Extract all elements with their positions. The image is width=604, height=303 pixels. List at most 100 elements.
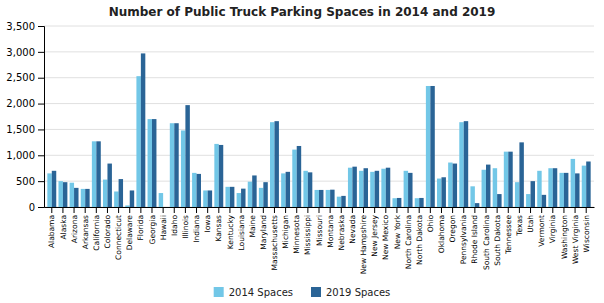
x-tick-label: New Hampshire (359, 215, 368, 275)
x-tick: Massachusetts (270, 207, 279, 270)
x-tick-mark (575, 207, 576, 213)
x-tick-mark (497, 207, 498, 213)
bar (119, 179, 123, 207)
bar (364, 168, 368, 207)
x-tick: Connecticut (114, 207, 123, 260)
bar (107, 164, 111, 207)
x-tick-label: Idaho (170, 215, 179, 236)
bar (163, 207, 167, 208)
y-tick-label: 2,000 (6, 98, 35, 109)
bar (308, 172, 312, 207)
bar (526, 194, 530, 207)
bar (370, 172, 374, 207)
x-tick: South Dakota (493, 207, 502, 266)
x-tick: Kansas (214, 207, 223, 242)
x-tick-mark (419, 207, 420, 213)
bar (58, 181, 62, 207)
x-tick-label: Hawaii (159, 215, 168, 240)
bar (348, 168, 352, 207)
x-tick-label: Oregon (448, 215, 457, 243)
bar (392, 198, 396, 207)
x-tick-mark (129, 207, 130, 213)
x-tick-label: Massachusetts (270, 215, 279, 271)
x-tick: Nebraska (337, 207, 346, 250)
x-tick: New Mexico (381, 207, 390, 260)
bar (419, 198, 423, 207)
x-tick-mark (363, 207, 364, 213)
x-tick: Arkansas (81, 207, 90, 249)
y-tick-mark (38, 129, 44, 130)
bar (326, 190, 330, 207)
bar (408, 173, 412, 207)
x-tick-label: Michigan (281, 215, 290, 249)
x-tick-mark (51, 207, 52, 213)
bar (248, 182, 252, 207)
x-tick-mark (352, 207, 353, 213)
x-tick-mark (463, 207, 464, 213)
x-tick-mark (586, 207, 587, 213)
legend-label: 2019 Spaces (326, 287, 390, 298)
bar (230, 187, 234, 207)
x-tick-label: Kentucky (226, 214, 235, 249)
bar (341, 196, 345, 207)
grid-line (44, 51, 594, 52)
bar (125, 205, 129, 207)
series (52, 53, 591, 207)
bar (63, 182, 67, 207)
bar (74, 188, 78, 207)
bar (114, 191, 118, 207)
legend-swatch (214, 287, 224, 297)
bar (470, 186, 474, 207)
x-tick: Tennessee (504, 207, 513, 255)
x-tick-mark (118, 207, 119, 213)
x-tick-mark (274, 207, 275, 213)
bar (85, 189, 89, 207)
bar (375, 171, 379, 207)
x-tick: Texas (515, 207, 524, 237)
x-tick: New York (393, 207, 402, 249)
x-tick: Utah (526, 207, 535, 233)
bar (315, 190, 319, 207)
grid-line (44, 26, 594, 27)
x-tick-label: Illinois (181, 215, 190, 239)
x-tick-label: Delaware (125, 215, 134, 251)
y-tick: 0 (29, 202, 44, 213)
bar (303, 171, 307, 207)
bar (203, 190, 207, 207)
x-tick-label: Kansas (214, 215, 223, 242)
x-tick-label: Iowa (203, 215, 212, 233)
x-tick: Colorado (103, 207, 112, 249)
x-tick: Mississippi (303, 207, 312, 255)
y-axis-line (38, 27, 45, 208)
y-tick-label: 3,000 (6, 47, 35, 58)
bar (152, 119, 156, 207)
x-tick-label: Arkansas (81, 215, 90, 249)
x-tick-label: Rhode Island (470, 215, 479, 264)
x-tick: Delaware (125, 207, 134, 250)
x-tick-label: New York (393, 214, 402, 249)
x-tick-mark (218, 207, 219, 213)
bar (103, 180, 107, 207)
x-tick-label: West Virginia (571, 215, 580, 264)
x-tick-mark (85, 207, 86, 213)
y-tick: 1,500 (6, 124, 44, 135)
x-tick-label: Maine (248, 215, 257, 238)
bar (571, 159, 575, 207)
x-tick-mark (241, 207, 242, 213)
x-tick-mark (207, 207, 208, 213)
x-tick-label: Oklahoma (437, 215, 446, 253)
bar (130, 190, 134, 207)
bar (281, 173, 285, 207)
bar (404, 171, 408, 207)
x-tick-mark (174, 207, 175, 213)
x-tick-label: Missouri (315, 215, 324, 246)
x-tick-label: Nebraska (337, 215, 346, 250)
x-tick-mark (474, 207, 475, 213)
bar (181, 130, 185, 207)
x-tick: Oklahoma (437, 207, 446, 253)
x-tick-mark (341, 207, 342, 213)
x-tick-mark (486, 207, 487, 213)
chart: Number of Public Truck Parking Spaces in… (0, 0, 604, 303)
x-tick: West Virginia (571, 207, 580, 264)
x-tick: Wisconsin (582, 207, 591, 252)
